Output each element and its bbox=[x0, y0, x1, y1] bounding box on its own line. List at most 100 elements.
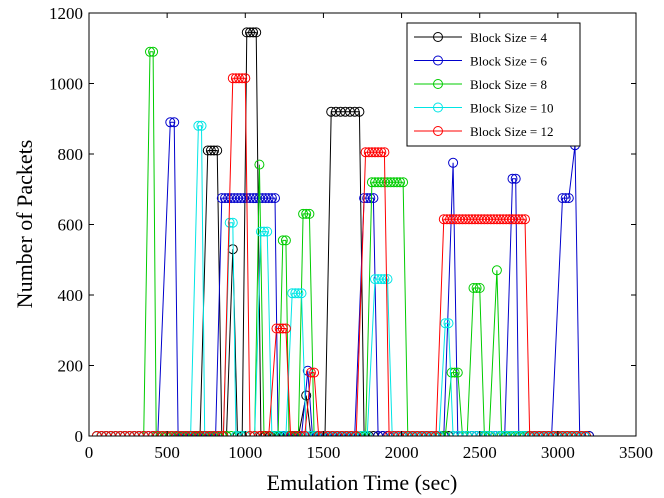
legend-entry: Block Size = 6 bbox=[414, 54, 548, 69]
series-block-size-12-point bbox=[171, 431, 182, 436]
series-block-size-10-point bbox=[440, 318, 451, 329]
series-block-size-12-point bbox=[290, 431, 301, 436]
series-block-size-10-point bbox=[290, 288, 301, 299]
series-block-size-6-point bbox=[263, 193, 274, 204]
series-block-size-12-point bbox=[516, 214, 527, 225]
ticks-layer: 0 500 1000 1500 2000 2500 3000 3500 0 200 400 600 80… bbox=[49, 4, 653, 462]
series-block-size-4-point bbox=[251, 27, 262, 38]
series-block-size-6-point bbox=[557, 193, 568, 204]
series-block-size-12-point bbox=[204, 431, 215, 436]
series-block-size-10-point bbox=[296, 288, 307, 299]
series-block-size-12-point bbox=[218, 431, 229, 436]
series-block-size-10-point bbox=[485, 431, 496, 436]
series-block-size-10-point bbox=[357, 431, 368, 436]
series-block-size-10-point bbox=[481, 431, 491, 436]
series-block-size-8-point bbox=[280, 235, 291, 246]
series-block-size-10-point bbox=[495, 431, 505, 436]
y-tick-label: 800 bbox=[58, 145, 84, 164]
series-block-size-8-point bbox=[277, 235, 288, 246]
series-block-size-10-point bbox=[476, 431, 487, 436]
series-block-size-8-point bbox=[398, 177, 409, 188]
series-block-size-10-point bbox=[280, 431, 291, 436]
series-block-size-12-point bbox=[398, 431, 409, 436]
series-block-size-12-point bbox=[543, 431, 554, 436]
series-block-size-6-point bbox=[373, 431, 384, 436]
series-block-size-12-point bbox=[185, 431, 196, 436]
series-block-size-12-point bbox=[195, 431, 205, 436]
series-block-size-12-point bbox=[180, 431, 191, 436]
series-block-size-8-point bbox=[148, 46, 159, 57]
y-tick-label: 600 bbox=[58, 216, 84, 235]
series-block-size-6-point bbox=[563, 193, 574, 204]
series-block-size-10-point bbox=[193, 120, 204, 131]
series-block-size-4-line bbox=[96, 31, 590, 436]
series-block-size-12-point bbox=[538, 431, 549, 436]
x-tick-label: 2500 bbox=[463, 443, 497, 462]
series-block-size-12-point bbox=[285, 431, 296, 436]
series-block-size-4-point bbox=[245, 27, 255, 38]
legend-entry: Block Size = 8 bbox=[414, 77, 547, 92]
series-block-size-12-point bbox=[277, 323, 288, 334]
series-block-size-12-point bbox=[548, 431, 559, 436]
series-block-size-12-point bbox=[249, 431, 260, 436]
series-block-size-12-point bbox=[190, 431, 201, 436]
series-block-size-10-point bbox=[448, 431, 459, 436]
series-block-size-6-point bbox=[448, 157, 459, 168]
series-block-size-6-point bbox=[584, 431, 595, 436]
series-block-size-12-point bbox=[534, 431, 545, 436]
series-block-size-8-point bbox=[391, 177, 402, 188]
series-block-size-10-point bbox=[376, 274, 387, 285]
series-block-size-12-point bbox=[529, 431, 540, 436]
series-block-size-8-point bbox=[452, 367, 463, 378]
series-block-size-12-point bbox=[384, 431, 395, 436]
series-block-size-12-point bbox=[571, 431, 582, 436]
series-layer bbox=[91, 27, 595, 436]
series-block-size-12-point bbox=[379, 147, 390, 158]
series-block-size-10-point bbox=[235, 431, 246, 436]
series-block-size-10-point bbox=[230, 431, 241, 436]
series-block-size-6-point bbox=[266, 193, 277, 204]
series-block-size-10-point bbox=[379, 274, 390, 285]
legend-label: Block Size = 4 bbox=[470, 30, 548, 45]
series-block-size-8-point bbox=[226, 431, 237, 436]
y-tick-label: 200 bbox=[58, 357, 84, 376]
series-block-size-8-point bbox=[440, 431, 451, 436]
series-block-size-10-point bbox=[466, 431, 477, 436]
x-axis-label: Emulation Time (sec) bbox=[267, 470, 458, 495]
series-block-size-8-line bbox=[96, 51, 586, 436]
series-block-size-8-point bbox=[446, 367, 457, 378]
series-block-size-12-point bbox=[431, 431, 441, 436]
series-block-size-10-point bbox=[462, 431, 473, 436]
series-block-size-12-point bbox=[213, 431, 224, 436]
series-block-size-12-point bbox=[513, 214, 524, 225]
series-block-size-12-point bbox=[124, 431, 135, 436]
series-block-size-12-point bbox=[129, 431, 140, 436]
legend-label: Block Size = 10 bbox=[470, 101, 554, 116]
series-block-size-10-point bbox=[509, 431, 520, 436]
series-block-size-10-point bbox=[305, 431, 316, 436]
series-block-size-4-point bbox=[349, 106, 360, 117]
series-block-size-12-point bbox=[520, 214, 530, 225]
series-block-size-12-line bbox=[96, 77, 586, 436]
series-block-size-12-point bbox=[388, 431, 399, 436]
series-block-size-8-point bbox=[395, 177, 405, 188]
series-block-size-12-point bbox=[91, 431, 102, 436]
legend-marker bbox=[433, 32, 443, 42]
series-block-size-12-point bbox=[240, 73, 251, 84]
series-block-size-4-point bbox=[205, 145, 216, 156]
series-block-size-12-point bbox=[254, 431, 265, 436]
series-block-size-12-point bbox=[105, 431, 116, 436]
series-block-size-12-point bbox=[323, 431, 334, 436]
x-tick-label: 1500 bbox=[306, 443, 340, 462]
series-block-size-12-point bbox=[566, 431, 577, 436]
series-block-size-10-point bbox=[262, 226, 273, 237]
series-block-size-12-point bbox=[332, 431, 343, 436]
series-block-size-12-point bbox=[402, 431, 413, 436]
series-block-size-12-point bbox=[157, 431, 168, 436]
series-block-size-10-point bbox=[382, 274, 393, 285]
series-block-size-12-point bbox=[209, 431, 219, 436]
series-block-size-12-point bbox=[376, 147, 387, 158]
series-block-size-12-point bbox=[263, 431, 274, 436]
series-block-size-8-point bbox=[471, 283, 482, 293]
